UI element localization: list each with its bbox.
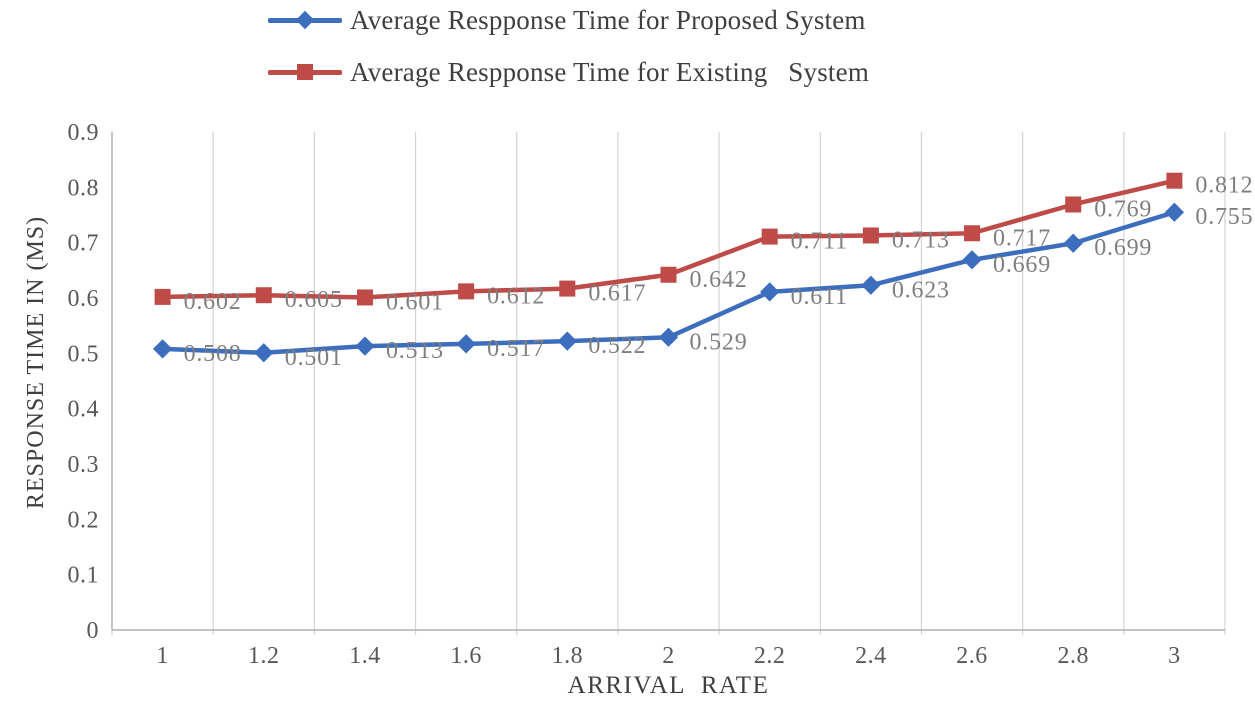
data-label: 0.508 — [184, 341, 242, 367]
diamond-marker-icon — [152, 339, 173, 359]
data-label: 0.642 — [690, 267, 748, 293]
y-tick-label: 0.7 — [68, 231, 100, 257]
x-tick-label: 1 — [156, 643, 169, 669]
legend-item-proposed: Average Respponse Time for Proposed Syst… — [268, 0, 866, 40]
y-tick-label: 0.3 — [68, 452, 100, 478]
legend-label: Average Respponse Time for Existing Syst… — [350, 56, 870, 87]
x-tick-label: 2 — [662, 643, 675, 669]
x-tick-labels: 1 1.2 1.4 1.6 1.8 2 2.2 2.4 2.6 2.8 3 — [156, 643, 1180, 669]
data-label: 0.517 — [487, 336, 545, 362]
data-label: 0.611 — [791, 284, 848, 310]
data-label: 0.755 — [1195, 204, 1253, 230]
data-label: 0.612 — [487, 283, 545, 309]
legend-label: Average Respponse Time for Proposed Syst… — [350, 4, 866, 35]
y-tick-label: 0.6 — [68, 286, 100, 312]
diamond-marker-icon — [962, 250, 982, 270]
x-tick-label: 1.4 — [349, 643, 381, 669]
x-tick-label: 2.2 — [754, 643, 786, 669]
square-marker-icon — [862, 227, 879, 244]
data-label: 0.513 — [386, 338, 444, 364]
data-label: 0.812 — [1195, 173, 1253, 199]
square-marker-icon — [268, 52, 342, 92]
diamond-marker-icon — [1164, 202, 1185, 222]
x-tick-label: 1.6 — [450, 643, 482, 669]
diamond-marker-icon — [268, 0, 342, 40]
y-tick-label: 0.9 — [68, 120, 100, 146]
x-tick-label: 2.4 — [855, 643, 887, 669]
data-label: 0.602 — [184, 289, 242, 315]
diamond-marker-icon — [1063, 233, 1083, 253]
data-label: 0.713 — [892, 227, 950, 253]
diamond-marker-icon — [456, 334, 476, 354]
square-marker-icon — [154, 288, 171, 305]
y-tick-label: 0.8 — [68, 175, 100, 201]
series-proposed: 0.508 0.501 0.513 0.517 0.522 0.529 0.611 0.623… — [152, 202, 1253, 371]
data-label: 0.522 — [588, 333, 646, 359]
data-label: 0.769 — [1094, 196, 1152, 222]
data-label: 0.617 — [588, 281, 646, 307]
diamond-marker-icon — [355, 336, 375, 356]
y-tick-label: 0.2 — [68, 507, 100, 533]
data-label: 0.669 — [993, 252, 1051, 278]
square-marker-icon — [559, 280, 576, 297]
data-label: 0.501 — [285, 345, 343, 371]
y-tick-labels: 0 0.1 0.2 0.3 0.4 0.5 0.6 0.7 0.8 0.9 — [68, 120, 100, 644]
data-label: 0.605 — [285, 287, 343, 313]
data-label: 0.623 — [892, 277, 950, 303]
x-tick-label: 3 — [1168, 643, 1181, 669]
data-label: 0.717 — [993, 225, 1051, 251]
data-label: 0.529 — [690, 329, 748, 355]
x-tick-label: 2.8 — [1057, 643, 1089, 669]
square-marker-icon — [356, 289, 373, 306]
y-tick-label: 0.1 — [68, 563, 100, 589]
y-axis-title: RESPONSE TIME IN (MS) — [23, 215, 50, 510]
square-marker-icon — [1065, 196, 1082, 213]
square-marker-icon — [1166, 172, 1183, 189]
data-label: 0.699 — [1094, 235, 1152, 261]
x-tick-label: 1.8 — [552, 643, 584, 669]
x-axis-title: ARRIVAL RATE — [567, 672, 770, 699]
diamond-marker-icon — [760, 282, 780, 302]
series-existing: 0.602 0.605 0.601 0.612 0.617 0.642 0.711 0.713… — [154, 172, 1253, 315]
y-tick-label: 0 — [87, 618, 100, 644]
diamond-marker-icon — [658, 327, 679, 347]
square-marker-icon — [964, 225, 981, 242]
diamond-marker-icon — [557, 331, 577, 351]
square-marker-icon — [458, 283, 475, 300]
square-marker-icon — [255, 287, 272, 304]
square-marker-icon — [761, 228, 778, 245]
y-axis-title-wrap: RESPONSE TIME IN (MS) — [8, 115, 66, 610]
square-marker-icon — [660, 266, 677, 283]
y-tick-label: 0.4 — [68, 397, 100, 423]
diamond-marker-icon — [254, 343, 274, 363]
diamond-marker-icon — [861, 275, 881, 295]
legend-item-existing: Average Respponse Time for Existing Syst… — [268, 52, 869, 92]
data-label: 0.601 — [386, 289, 444, 315]
x-tick-label: 1.2 — [248, 643, 280, 669]
x-tick-label: 2.6 — [956, 643, 988, 669]
y-tick-label: 0.5 — [68, 341, 100, 367]
data-label: 0.711 — [791, 229, 848, 255]
